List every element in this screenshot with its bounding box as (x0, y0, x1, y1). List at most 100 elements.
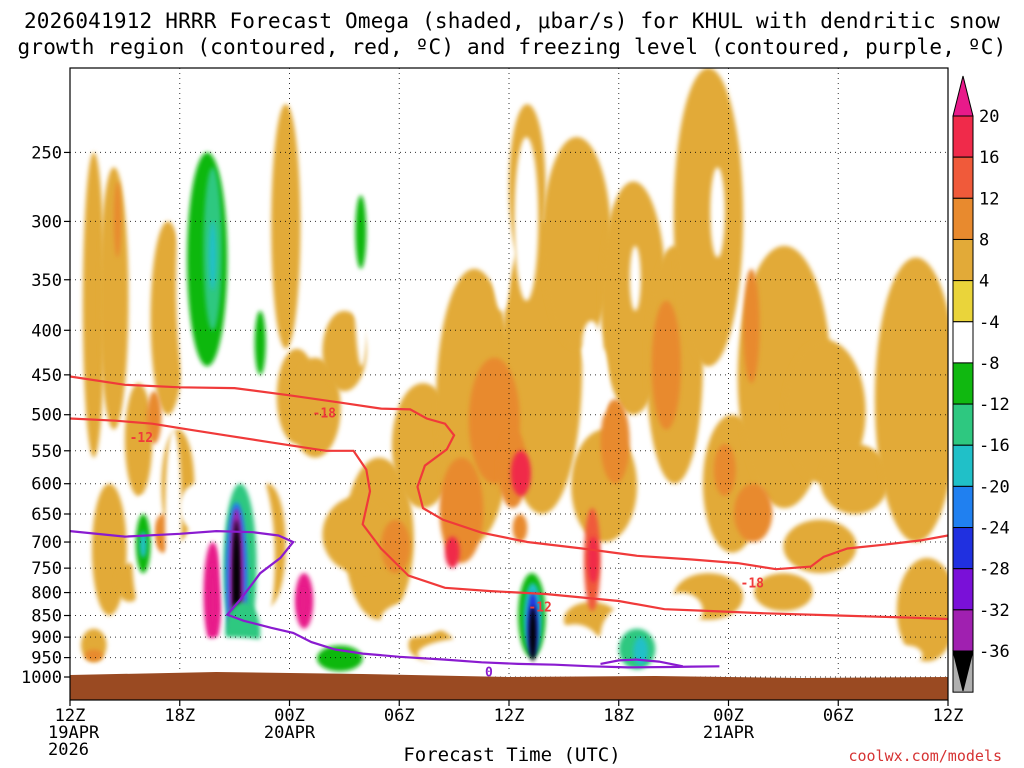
y-tick-label-550: 550 (31, 442, 62, 462)
omega-region-70 (355, 195, 367, 269)
pressure-axis: 2503003504004505005506006507007508008509… (21, 143, 70, 688)
y-tick-label-800: 800 (31, 584, 62, 604)
omega-shading (80, 68, 948, 674)
omega-region-28 (783, 519, 857, 574)
colorbar-bin-9 (952, 485, 974, 529)
ground-fill (70, 672, 948, 700)
contour-label-4: 0 (485, 665, 493, 680)
contour-label-3: -12 (528, 600, 551, 615)
omega-region-61 (209, 221, 217, 291)
colorbar-label-13: -36 (979, 642, 1010, 662)
omega-region-44 (743, 268, 760, 384)
source-credit[interactable]: coolwx.com/models (848, 747, 1002, 765)
omega-region-51 (84, 649, 103, 662)
colorbar-bin-8 (952, 444, 974, 487)
omega-region-30 (322, 496, 396, 574)
omega-region-73 (514, 136, 539, 301)
contour-label-0: -18 (313, 406, 337, 421)
y-tick-label-500: 500 (31, 406, 62, 426)
omega-region-35 (113, 181, 122, 258)
colorbar-label-9: -20 (979, 477, 1010, 497)
freezing-level-contour-segment (600, 658, 684, 668)
omega-region-43 (587, 536, 599, 583)
x-tick-label-1: 18Z (164, 706, 195, 726)
y-tick-label-600: 600 (31, 475, 62, 495)
colorbar-label-8: -16 (979, 436, 1010, 456)
y-tick-label-700: 700 (31, 533, 62, 553)
colorbar-label-7: -12 (979, 395, 1010, 415)
omega-region-55 (209, 563, 217, 638)
y-tick-label-850: 850 (31, 607, 62, 627)
colorbar-bin-12 (952, 609, 974, 652)
colorbar-bin-5 (952, 321, 974, 364)
x-tick-label-3: 06Z (384, 706, 415, 726)
y-tick-label-400: 400 (31, 321, 62, 341)
omega-region-76 (710, 167, 725, 258)
chart-title-line-2: growth region (contoured, red, ºC) and f… (17, 35, 1007, 59)
colorbar-label-4: 4 (979, 272, 989, 292)
omega-region-41 (444, 536, 460, 569)
omega-region-72 (494, 245, 509, 311)
colorbar-bin-2 (952, 197, 974, 240)
omega-region-65 (165, 429, 182, 612)
y-tick-label-650: 650 (31, 505, 62, 525)
colorbar-label-6: -8 (979, 354, 999, 374)
omega-region-100 (838, 637, 866, 670)
chart-title-line-1: 2026041912 HRRR Forecast Omega (shaded, … (23, 9, 1001, 33)
omega-region-45 (733, 483, 773, 543)
x-tick-date-2: 20APR (264, 723, 316, 743)
omega-region-101 (893, 645, 923, 666)
y-tick-label-300: 300 (31, 212, 62, 232)
colorbar-bin-7 (952, 403, 974, 446)
omega-region-15 (541, 136, 612, 349)
omega-region-84 (170, 637, 290, 670)
omega-region-98 (666, 637, 733, 674)
omega-region-19 (673, 68, 744, 367)
x-tick-label-2: 00Z (274, 706, 305, 726)
colorbar-label-2: 12 (979, 189, 999, 209)
omega-region-52 (512, 513, 528, 543)
colorbar-label-1: 16 (979, 148, 999, 168)
colorbar-label-0: 20 (979, 107, 999, 127)
colorbar-bin-4 (952, 280, 974, 323)
x-tick-label-4: 12Z (494, 706, 525, 726)
freezing-level-contour (70, 529, 720, 669)
omega-region-53 (380, 519, 411, 574)
omega-region-102 (582, 320, 601, 367)
colorbar-label-5: -4 (979, 313, 999, 333)
ground-terrain (70, 672, 948, 700)
omega-region-24 (874, 257, 948, 542)
omega-region-25 (896, 557, 948, 662)
omega-region-9 (322, 310, 367, 392)
y-tick-label-350: 350 (31, 271, 62, 291)
contour-labels: -18 -12 -18 -12 0 (130, 406, 765, 680)
omega-region-92 (529, 606, 537, 662)
colorbar-bin-1 (952, 156, 974, 199)
colorbar-bin-10 (952, 527, 974, 570)
contour-label-2: -18 (741, 576, 765, 591)
colorbar-label-12: -32 (979, 601, 1010, 621)
x-tick-label-7: 06Z (823, 706, 854, 726)
y-tick-label-450: 450 (31, 366, 62, 386)
omega-region-40 (510, 450, 531, 497)
colorbar-under-triangle (952, 650, 974, 692)
chart-grid (70, 68, 948, 700)
colorbar-over-triangle (952, 75, 974, 117)
x-tick-label-5: 18Z (603, 706, 634, 726)
omega-region-36 (146, 391, 162, 444)
colorbar-bin-0 (952, 115, 974, 158)
y-tick-label-900: 900 (31, 628, 62, 648)
omega-colorbar: 20 16 12 8 4 -4 -8 -12 -16 -20 -24 -28 -32 -36 (952, 75, 1010, 693)
omega-region-71 (432, 68, 444, 137)
omega-region-48 (713, 443, 736, 497)
x-tick-label-6: 00Z (713, 706, 744, 726)
x-tick-date-6: 21APR (703, 723, 755, 743)
omega-region-1 (99, 167, 129, 430)
omega-region-8 (289, 357, 341, 458)
temperature-contours (70, 375, 948, 669)
colorbar-bin-3 (952, 238, 974, 282)
omega-region-46 (651, 300, 681, 430)
colorbar-bin-6 (952, 362, 974, 405)
